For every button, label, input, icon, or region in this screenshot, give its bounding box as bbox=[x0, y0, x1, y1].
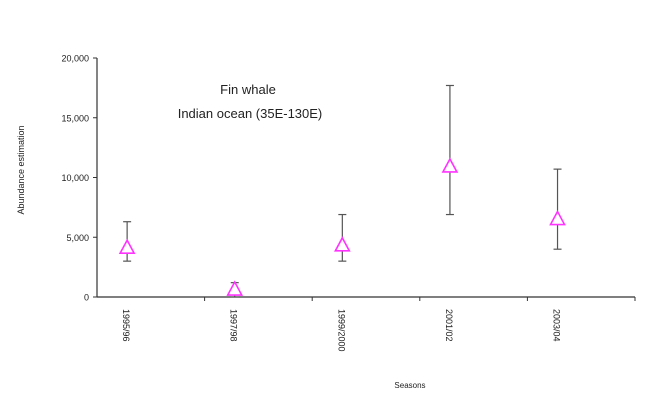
data-point-marker bbox=[118, 238, 136, 255]
annotation-line-1: Fin whale bbox=[220, 82, 276, 97]
data-point-marker bbox=[333, 236, 351, 252]
y-tick-label: 0 bbox=[84, 293, 89, 303]
x-tick-label: 2001/02 bbox=[444, 309, 454, 342]
annotation-line-2: Indian ocean (35E-130E) bbox=[178, 106, 323, 121]
y-tick-label: 15,000 bbox=[61, 113, 89, 123]
y-tick-label: 20,000 bbox=[61, 54, 89, 64]
data-point-marker bbox=[226, 280, 244, 296]
y-tick-label: 10,000 bbox=[61, 173, 89, 183]
x-axis-label: Seasons bbox=[394, 381, 425, 390]
x-tick-label: 2003/04 bbox=[552, 309, 562, 342]
data-point-marker bbox=[549, 209, 566, 226]
x-tick-label: 1995/96 bbox=[121, 309, 131, 342]
y-axis-label: Abundance estimation bbox=[16, 125, 26, 214]
data-point-marker bbox=[441, 157, 459, 173]
y-tick-label: 5,000 bbox=[66, 233, 89, 243]
x-tick-label: 1997/98 bbox=[229, 309, 239, 342]
x-tick-label: 1999/2000 bbox=[336, 309, 346, 352]
